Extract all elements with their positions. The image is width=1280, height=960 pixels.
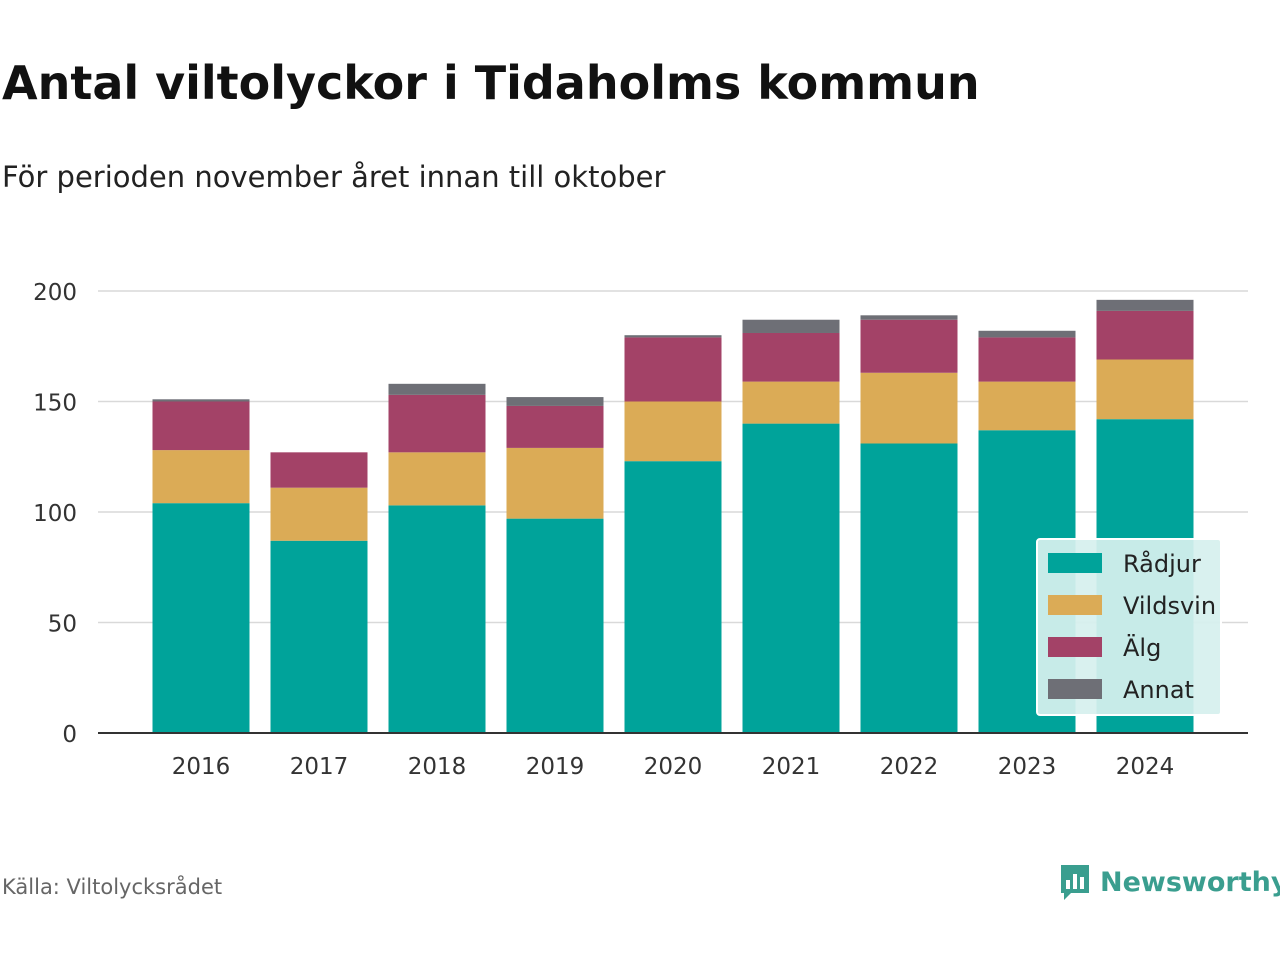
- chart-subtitle: För perioden november året innan till ok…: [2, 160, 666, 194]
- x-tick-label: 2016: [172, 754, 231, 780]
- newsworthy-logo-icon: [1061, 865, 1089, 900]
- bar-segment-rådjur: [624, 461, 722, 733]
- bar-segment-älg: [152, 401, 250, 451]
- legend-label: Rådjur: [1123, 549, 1201, 578]
- legend-box: [1036, 538, 1222, 716]
- chart-title: Antal viltolyckor i Tidaholms kommun: [2, 56, 980, 110]
- bar-segment-annat: [388, 383, 486, 395]
- x-tick-label: 2019: [526, 754, 585, 780]
- bar-segment-annat: [1096, 299, 1194, 311]
- x-tick-label: 2017: [290, 754, 349, 780]
- y-tick-label: 150: [33, 391, 77, 417]
- bar-segment-rådjur: [742, 423, 840, 733]
- bar-segment-vildsvin: [624, 401, 722, 462]
- bar-segment-älg: [978, 337, 1076, 382]
- bar-segment-vildsvin: [860, 372, 958, 444]
- bar-segment-rådjur: [152, 503, 250, 733]
- legend-swatch: [1048, 595, 1102, 615]
- y-tick-label: 100: [33, 501, 77, 527]
- y-tick-label: 200: [33, 280, 77, 306]
- stacked-bar-chart: 0 50 100 150 200 2016 2017 2018 2019 2020 2021 2022…: [33, 280, 1248, 780]
- x-tick-label: 2021: [762, 754, 821, 780]
- legend-label: Annat: [1123, 676, 1194, 704]
- bar-segment-annat: [860, 315, 958, 320]
- bar-segment-rådjur: [388, 505, 486, 733]
- bar-segment-vildsvin: [388, 452, 486, 506]
- bar-segment-älg: [388, 394, 486, 453]
- bar-segment-vildsvin: [270, 487, 368, 541]
- legend-swatch: [1048, 679, 1102, 699]
- bar-segment-annat: [152, 399, 250, 402]
- bar-segment-rådjur: [506, 518, 604, 733]
- bar-segment-annat: [506, 397, 604, 406]
- bar-segment-annat: [978, 330, 1076, 338]
- bar-segment-älg: [1096, 310, 1194, 360]
- bar-segment-älg: [506, 405, 604, 448]
- y-tick-label: 0: [62, 722, 77, 748]
- bar-segment-älg: [270, 452, 368, 488]
- brand-name: Newsworthy: [1100, 866, 1280, 898]
- x-tick-label: 2023: [998, 754, 1057, 780]
- x-tick-label: 2018: [408, 754, 467, 780]
- brand: Newsworthy: [1058, 862, 1280, 902]
- bar-segment-vildsvin: [978, 381, 1076, 431]
- legend-label: Älg: [1123, 633, 1161, 662]
- x-tick-label: 2024: [1116, 754, 1175, 780]
- bar-segment-annat: [624, 335, 722, 338]
- x-tick-label: 2022: [880, 754, 939, 780]
- legend-label: Vildsvin: [1123, 592, 1216, 620]
- x-tick-label: 2020: [644, 754, 703, 780]
- bar-segment-älg: [860, 319, 958, 373]
- legend-swatch: [1048, 637, 1102, 657]
- bar-segment-älg: [624, 337, 722, 402]
- source-note: Källa: Viltolycksrådet: [2, 875, 223, 899]
- legend-swatch: [1048, 553, 1102, 573]
- bar-segment-vildsvin: [1096, 359, 1194, 420]
- bar-segment-vildsvin: [742, 381, 840, 424]
- bar-segment-älg: [742, 332, 840, 382]
- bar-segment-rådjur: [860, 443, 958, 733]
- bar-segment-annat: [742, 319, 840, 333]
- axis-layer: 0 50 100 150 200 2016 2017 2018 2019 2020 2021 2022…: [33, 280, 1248, 780]
- legend: Rådjur Vildsvin Älg Annat: [1036, 538, 1222, 716]
- bar-segment-vildsvin: [506, 447, 604, 519]
- y-tick-label: 50: [48, 612, 77, 638]
- bar-segment-rådjur: [270, 540, 368, 733]
- bar-segment-vildsvin: [152, 450, 250, 504]
